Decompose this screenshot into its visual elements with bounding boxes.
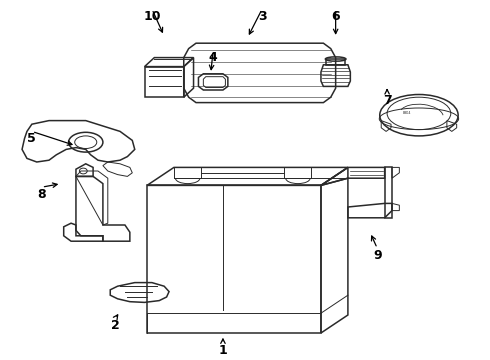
Text: EBD4: EBD4 [402, 111, 411, 115]
Text: 5: 5 [27, 132, 36, 145]
Text: 6: 6 [331, 10, 340, 23]
Text: 2: 2 [111, 319, 120, 332]
Text: 4: 4 [209, 51, 218, 64]
Text: 9: 9 [373, 249, 382, 262]
Text: 1: 1 [219, 345, 227, 357]
Text: 10: 10 [143, 10, 161, 23]
Text: 8: 8 [37, 188, 46, 201]
Text: 7: 7 [383, 94, 392, 107]
Text: 3: 3 [258, 10, 267, 23]
